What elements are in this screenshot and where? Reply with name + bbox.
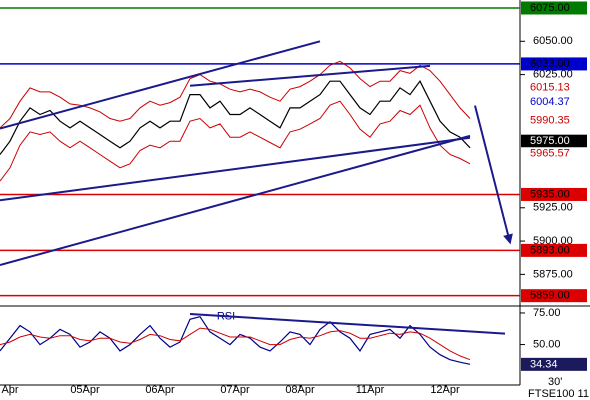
level-label: 6075.00: [530, 2, 570, 14]
series-line: [0, 100, 471, 182]
level-box: [521, 187, 587, 201]
x-tick-label: 12Apr: [430, 384, 460, 396]
series-line: [0, 60, 471, 129]
price-marker-box: [521, 134, 587, 148]
price-marker-box: [521, 114, 587, 128]
x-tick-label: 08Apr: [285, 384, 315, 396]
price-marker-label: 5975.00: [530, 135, 570, 147]
price-marker-box: [521, 81, 587, 95]
trend-line: [0, 136, 471, 202]
y-tick-label: 6025.00: [533, 68, 573, 80]
price-marker-label: 5990.35: [530, 115, 570, 127]
price-marker-label: 6015.13: [530, 82, 570, 94]
arrow: [474, 105, 513, 245]
trend-line: [189, 64, 431, 87]
y-tick-label: 5925.00: [533, 202, 573, 214]
x-tick-label: 11Apr: [356, 384, 385, 396]
symbol-label: FTSE100 11: [528, 388, 589, 400]
y-tick-label: 5875.00: [533, 268, 573, 280]
level-box: [521, 57, 587, 71]
y-tick-label: 75.00: [533, 307, 561, 319]
y-tick-label: 6050.00: [533, 35, 573, 47]
price-marker-box: [521, 147, 587, 161]
level-box: [521, 289, 587, 303]
series-line: [0, 316, 471, 365]
y-tick-label: 50.00: [533, 338, 561, 350]
price-marker-box: [521, 357, 587, 371]
level-label: 6033.00: [530, 58, 570, 70]
price-marker-label: 6004.37: [530, 96, 570, 108]
level-label: 5935.00: [530, 188, 570, 200]
series-line: [0, 80, 471, 155]
trend-line: [0, 134, 471, 267]
x-tick-label: 07Apr: [220, 384, 250, 396]
trend-line: [0, 40, 321, 130]
x-tick-label: Apr: [1, 384, 18, 396]
x-tick-label: 06Apr: [145, 384, 175, 396]
price-marker-box: [521, 95, 587, 109]
price-marker-label: 5965.57: [530, 148, 570, 160]
series-line: [0, 327, 471, 361]
interval-label: 30': [548, 376, 562, 388]
level-box: [521, 1, 587, 15]
x-tick-label: 05Apr: [70, 384, 100, 396]
price-marker-label: 34.34: [530, 358, 558, 370]
level-label: 5859.00: [530, 290, 570, 302]
level-box: [521, 243, 587, 257]
level-label: 5893.00: [530, 244, 570, 256]
trend-line: [189, 312, 506, 335]
